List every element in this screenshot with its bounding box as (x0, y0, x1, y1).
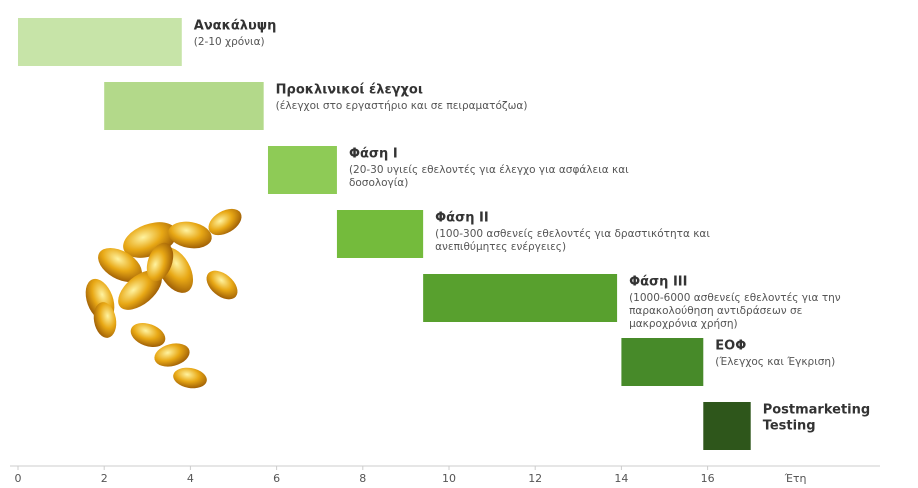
phase-title: Ανακάλυψη (194, 19, 277, 34)
phase-description: (20-30 υγιείς εθελοντές για έλεγχο για α… (349, 164, 629, 176)
phase-description: παρακολούθηση αντιδράσεων σε (629, 305, 802, 317)
phase-title: Φάση I (349, 147, 398, 162)
phase-title: ΕΟΦ (715, 339, 746, 354)
x-tick-label: 6 (273, 472, 280, 485)
phase-title: Φάση III (629, 275, 687, 290)
phase-description: μακροχρόνια χρήση) (629, 318, 738, 330)
x-tick-label: 16 (701, 472, 715, 485)
chart: 0 2 4 6 8 10 12 14 16 Έτη Ανακάλυψη (2-10 χρόνια) Πρ… (0, 0, 918, 488)
x-axis-label: Έτη (784, 472, 807, 485)
phase-description: (έλεγχοι στο εργαστήριο και σε πειραματό… (276, 100, 528, 112)
phase-description: (2-10 χρόνια) (194, 36, 265, 48)
phase-bar (18, 18, 182, 66)
phase-description: δοσολογία) (349, 177, 408, 189)
phase-bar (703, 402, 750, 450)
phase-bar (268, 146, 337, 194)
phase-description: (100-300 ασθενείς εθελοντές για δραστικό… (435, 228, 710, 240)
x-tick-label: 0 (15, 472, 22, 485)
x-tick-label: 12 (528, 472, 542, 485)
phase-title: Postmarketing (763, 403, 871, 418)
pills-illustration (80, 203, 246, 390)
phase-bar (423, 274, 617, 322)
phase-description: (Έλεγχος και Έγκριση) (715, 356, 835, 368)
phase-bar (104, 82, 263, 130)
phase-bar (337, 210, 423, 258)
phase-description: ανεπιθύμητες ενέργειες) (435, 241, 566, 253)
phase-title: Προκλινικοί έλεγχοι (276, 83, 423, 98)
phase-title: Testing (763, 419, 816, 434)
phase-title: Φάση II (435, 211, 489, 226)
phase-bar (621, 338, 703, 386)
x-tick-label: 10 (442, 472, 456, 485)
x-tick-label: 14 (614, 472, 628, 485)
page: 0 2 4 6 8 10 12 14 16 Έτη Ανακάλυψη (2-10 χρόνια) Πρ… (0, 0, 918, 488)
x-tick-label: 4 (187, 472, 194, 485)
x-tick-label: 2 (101, 472, 108, 485)
phase-description: (1000-6000 ασθενείς εθελοντές για την (629, 292, 841, 304)
x-tick-label: 8 (359, 472, 366, 485)
